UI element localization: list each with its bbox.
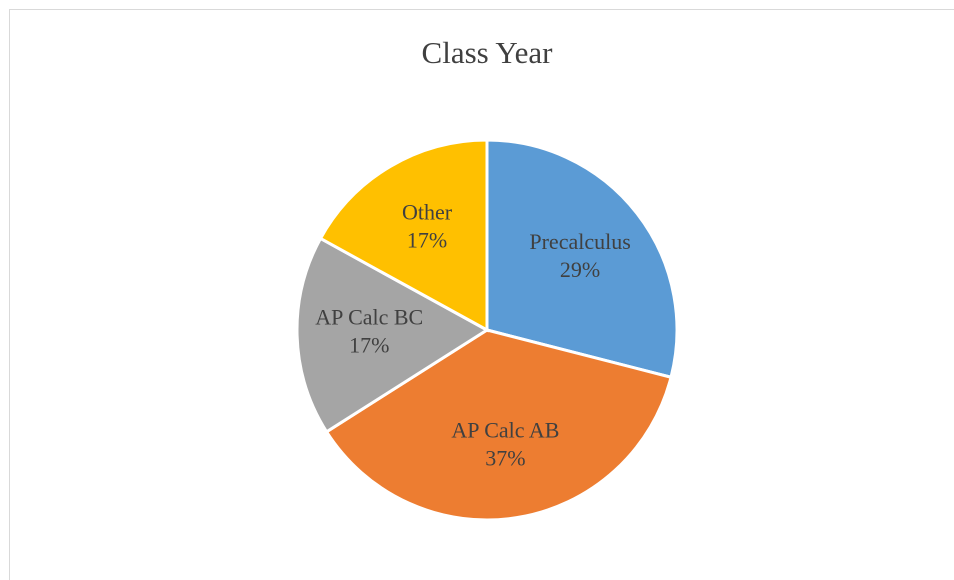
slice-label: Precalculus [529, 229, 630, 254]
chart-title: Class Year [422, 35, 554, 70]
pie-slice [295, 236, 490, 434]
slice-label: AP Calc AB [451, 417, 559, 442]
slice-value-label: 17% [407, 228, 447, 253]
slice-label: AP Calc BC [315, 305, 423, 330]
slice-value-label: 37% [485, 445, 525, 470]
slice-value-label: 17% [349, 333, 389, 358]
pie-slice [318, 138, 489, 333]
slice-label: Other [402, 200, 453, 225]
slice-value-label: 29% [560, 257, 600, 282]
pie-slice [485, 138, 679, 380]
